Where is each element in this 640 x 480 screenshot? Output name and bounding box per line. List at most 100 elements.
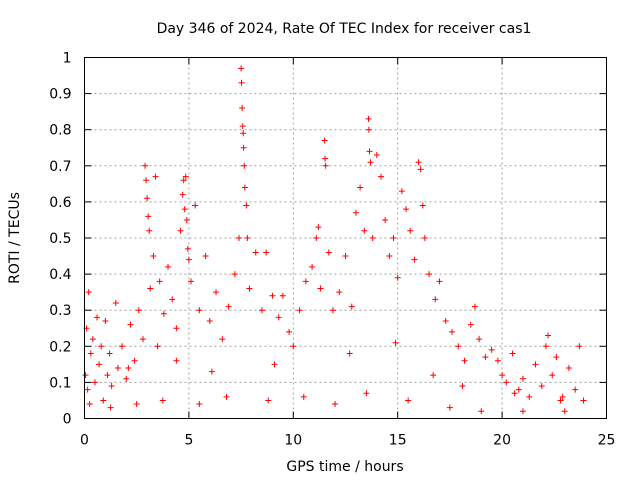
data-point [365,126,372,133]
data-point [219,336,226,343]
data-point [246,285,253,292]
data-point [499,372,506,379]
data-point [98,343,105,350]
data-point [181,206,188,213]
y-tick-label: 0.2 [49,339,71,355]
data-point [332,401,339,408]
data-point [515,386,522,393]
y-tick-label: 0 [63,412,72,428]
data-point [348,303,355,310]
data-point [240,130,247,137]
data-point [125,364,132,371]
data-point [549,372,556,379]
data-point [213,289,220,296]
data-point [112,299,119,306]
data-point [208,368,215,375]
y-tick-label: 0.4 [49,267,71,283]
data-point [107,404,114,411]
data-point [461,357,468,364]
data-point [442,318,449,325]
data-point [407,227,414,234]
data-point [557,397,564,404]
data-point [421,235,428,241]
data-point [576,343,583,350]
x-tick-label: 0 [80,433,89,449]
data-point [82,372,89,379]
data-point [108,383,115,390]
data-point [184,245,191,252]
data-point [225,303,232,310]
y-tick-label: 0.7 [49,159,71,175]
data-point [106,350,113,357]
data-point [89,336,96,343]
data-point [84,386,91,393]
data-point [503,379,510,386]
data-point [580,397,587,404]
data-point [269,292,276,299]
data-point [419,202,426,209]
data-point [329,307,336,314]
data-point [240,144,247,151]
data-point [352,209,359,216]
data-point [476,336,483,343]
y-tick-label: 0.1 [49,375,71,391]
data-point [415,159,422,166]
data-point [241,184,248,191]
data-point [183,216,190,223]
y-tick-label: 0.3 [49,303,71,319]
data-point [104,372,111,379]
data-point [202,253,209,260]
data-point [143,177,150,184]
data-point [114,364,121,371]
data-point [559,393,566,400]
data-point [252,249,259,256]
data-point [119,343,126,350]
x-tick-label: 10 [284,433,302,449]
y-tick-label: 0.6 [49,195,71,211]
data-point [302,278,309,285]
data-point [275,314,282,321]
data-point [538,383,545,390]
data-point [572,386,579,393]
data-point [542,343,549,350]
data-point [432,296,439,303]
data-point [494,357,501,364]
data-point [265,397,272,404]
data-point [239,105,246,112]
x-axis-label: GPS time / hours [286,459,403,475]
data-point [405,397,412,404]
data-point [459,383,466,390]
data-point [271,361,278,368]
grid-lines [84,57,607,419]
data-point [127,321,134,328]
x-tick-label: 20 [493,433,511,449]
data-point [146,227,153,234]
x-tick-labels: 0 5 10 15 20 25 [80,433,615,449]
data-point [123,375,130,382]
data-point [91,379,98,386]
data-point [231,271,238,278]
data-point [100,397,107,404]
data-point [173,325,180,332]
data-point [96,361,103,368]
data-point [102,318,109,325]
data-point [482,354,489,361]
data-point [322,155,329,162]
data-point [325,249,332,256]
data-point [436,278,443,285]
data-point [187,278,194,285]
data-point [365,115,372,122]
data-point [179,191,186,198]
x-tick-label: 5 [184,433,193,449]
data-point [519,408,526,415]
data-point [139,336,146,343]
data-point [394,274,401,281]
y-tick-label: 0.5 [49,231,71,247]
data-point [509,350,516,357]
data-point [532,361,539,368]
data-point [322,162,329,169]
data-point [367,159,374,166]
data-point [313,235,320,241]
data-point [377,173,384,180]
